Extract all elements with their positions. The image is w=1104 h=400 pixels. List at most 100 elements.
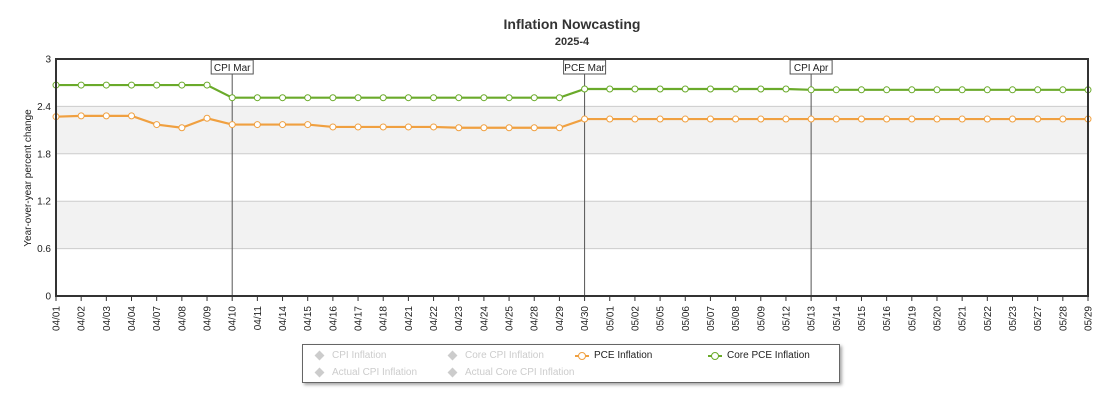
data-point[interactable] xyxy=(404,94,412,102)
data-point[interactable] xyxy=(857,86,865,94)
data-point[interactable] xyxy=(832,86,840,94)
flag-label: PCE Mar xyxy=(564,63,605,74)
data-point[interactable] xyxy=(253,121,261,129)
data-point[interactable] xyxy=(606,115,614,123)
data-point[interactable] xyxy=(706,85,714,93)
data-point[interactable] xyxy=(480,94,488,102)
data-point[interactable] xyxy=(329,94,337,102)
data-point[interactable] xyxy=(1034,86,1042,94)
data-point[interactable] xyxy=(329,123,337,131)
data-point[interactable] xyxy=(757,115,765,123)
data-point[interactable] xyxy=(505,94,513,102)
data-point[interactable] xyxy=(1008,115,1016,123)
data-point[interactable] xyxy=(228,94,236,102)
x-tick-label: 04/02 xyxy=(77,306,88,331)
data-point[interactable] xyxy=(732,115,740,123)
data-point[interactable] xyxy=(606,85,614,93)
data-point[interactable] xyxy=(631,85,639,93)
data-point[interactable] xyxy=(430,94,438,102)
data-point[interactable] xyxy=(455,124,463,132)
legend-item-pce-inflation[interactable]: PCE Inflation xyxy=(575,350,652,361)
data-point[interactable] xyxy=(807,86,815,94)
data-point[interactable] xyxy=(77,112,85,120)
data-point[interactable] xyxy=(203,114,211,122)
data-point[interactable] xyxy=(782,115,790,123)
y-tick-label: 0.6 xyxy=(37,244,51,255)
data-point[interactable] xyxy=(681,85,689,93)
data-point[interactable] xyxy=(304,121,312,129)
data-point[interactable] xyxy=(128,81,136,89)
data-point[interactable] xyxy=(505,124,513,132)
data-point[interactable] xyxy=(404,123,412,131)
chart-legend: CPI Inflation Core CPI Inflation PCE Inf… xyxy=(302,344,840,383)
data-point[interactable] xyxy=(857,115,865,123)
chart-title: Inflation Nowcasting xyxy=(504,16,641,32)
data-point[interactable] xyxy=(102,112,110,120)
data-point[interactable] xyxy=(530,94,538,102)
data-point[interactable] xyxy=(77,81,85,89)
data-point[interactable] xyxy=(530,124,538,132)
data-point[interactable] xyxy=(279,94,287,102)
data-point[interactable] xyxy=(656,115,664,123)
data-point[interactable] xyxy=(1034,115,1042,123)
diamond-marker-icon xyxy=(446,367,460,378)
data-point[interactable] xyxy=(455,94,463,102)
data-point[interactable] xyxy=(555,94,563,102)
data-point[interactable] xyxy=(354,123,362,131)
data-point[interactable] xyxy=(1059,86,1067,94)
data-point[interactable] xyxy=(178,124,186,132)
data-point[interactable] xyxy=(279,121,287,129)
data-point[interactable] xyxy=(1059,115,1067,123)
data-point[interactable] xyxy=(354,94,362,102)
data-point[interactable] xyxy=(178,81,186,89)
data-point[interactable] xyxy=(430,123,438,131)
data-point[interactable] xyxy=(958,115,966,123)
data-point[interactable] xyxy=(631,115,639,123)
data-point[interactable] xyxy=(958,86,966,94)
legend-item-actual-core-cpi-inflation[interactable]: Actual Core CPI Inflation xyxy=(446,367,575,378)
data-point[interactable] xyxy=(807,115,815,123)
data-point[interactable] xyxy=(983,86,991,94)
data-point[interactable] xyxy=(681,115,689,123)
data-point[interactable] xyxy=(1008,86,1016,94)
data-point[interactable] xyxy=(581,115,589,123)
data-point[interactable] xyxy=(228,121,236,129)
legend-item-actual-cpi-inflation[interactable]: Actual CPI Inflation xyxy=(313,367,417,378)
data-point[interactable] xyxy=(732,85,740,93)
x-tick-label: 04/18 xyxy=(379,306,390,331)
data-point[interactable] xyxy=(128,112,136,120)
data-point[interactable] xyxy=(555,124,563,132)
data-point[interactable] xyxy=(706,115,714,123)
data-point[interactable] xyxy=(102,81,110,89)
data-point[interactable] xyxy=(983,115,991,123)
data-point[interactable] xyxy=(757,85,765,93)
x-tick-label: 05/16 xyxy=(882,306,893,331)
data-point[interactable] xyxy=(782,85,790,93)
data-point[interactable] xyxy=(883,115,891,123)
data-point[interactable] xyxy=(153,121,161,129)
data-point[interactable] xyxy=(656,85,664,93)
x-tick-label: 05/19 xyxy=(907,306,918,331)
plot-frame xyxy=(55,58,1089,297)
legend-label: Core CPI Inflation xyxy=(465,350,544,361)
data-point[interactable] xyxy=(480,124,488,132)
legend-item-core-pce-inflation[interactable]: Core PCE Inflation xyxy=(708,350,810,361)
data-point[interactable] xyxy=(933,86,941,94)
data-point[interactable] xyxy=(379,123,387,131)
data-point[interactable] xyxy=(304,94,312,102)
legend-item-cpi-inflation[interactable]: CPI Inflation xyxy=(313,350,386,361)
legend-item-core-cpi-inflation[interactable]: Core CPI Inflation xyxy=(446,350,544,361)
circle-marker-icon xyxy=(708,351,722,361)
diamond-marker-icon xyxy=(313,367,327,378)
data-point[interactable] xyxy=(908,115,916,123)
data-point[interactable] xyxy=(203,81,211,89)
data-point[interactable] xyxy=(581,85,589,93)
data-point[interactable] xyxy=(253,94,261,102)
data-point[interactable] xyxy=(832,115,840,123)
data-point[interactable] xyxy=(908,86,916,94)
data-point[interactable] xyxy=(883,86,891,94)
data-point[interactable] xyxy=(379,94,387,102)
data-point[interactable] xyxy=(153,81,161,89)
x-tick-label: 05/29 xyxy=(1084,306,1095,331)
data-point[interactable] xyxy=(933,115,941,123)
